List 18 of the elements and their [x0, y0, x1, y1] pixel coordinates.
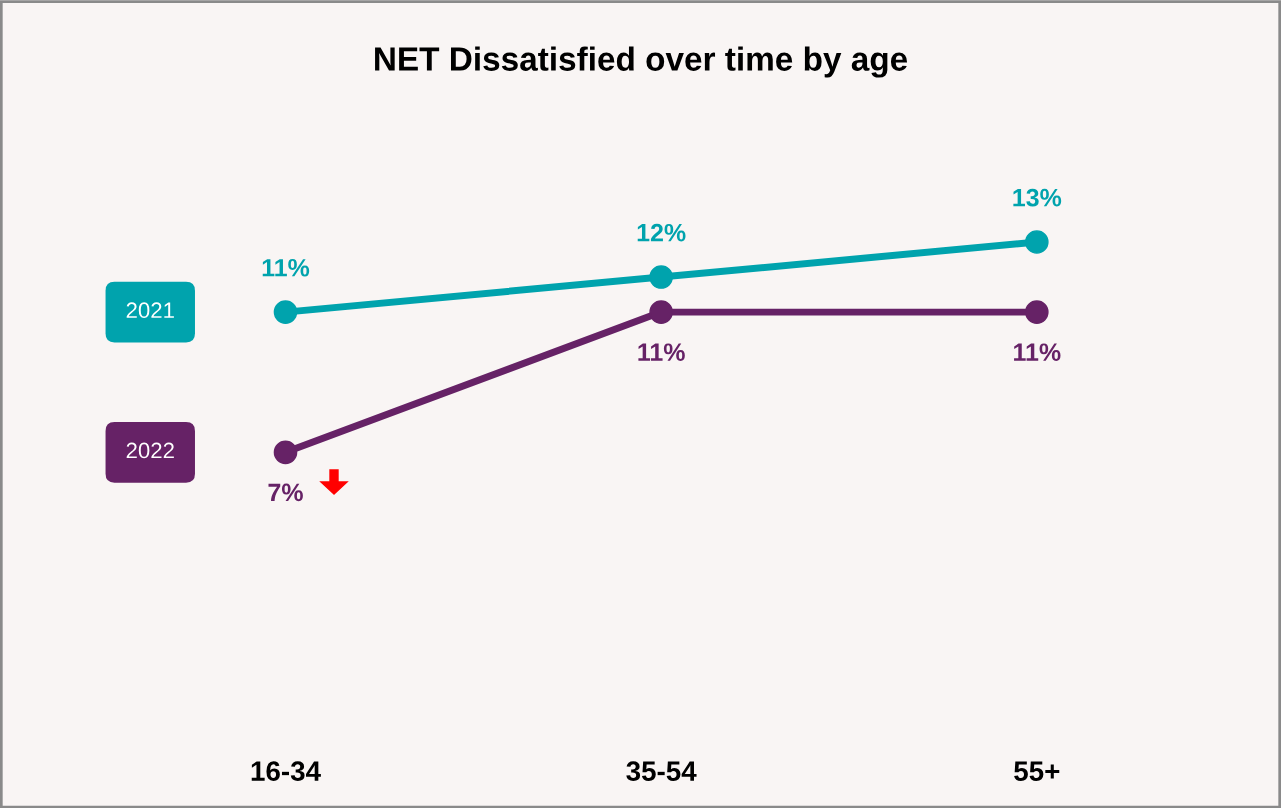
point: [273, 440, 298, 465]
data-label: 11%: [1014, 343, 1061, 361]
text: 2022: [126, 442, 174, 459]
point: [1025, 300, 1049, 324]
text: 2021: [126, 302, 174, 319]
x-tick-label: 55+: [1014, 761, 1060, 781]
data-label: 13%: [1013, 188, 1062, 207]
chart-title: NET Dissatisfied over time by age: [375, 46, 908, 78]
data-label: 11%: [262, 258, 310, 277]
data-label: 12%: [637, 223, 686, 242]
x-tick-label: 16-34: [251, 761, 321, 781]
x-tick-label: 35-54: [626, 761, 697, 781]
point: [649, 265, 673, 289]
point: [273, 300, 298, 324]
data-label: 11%: [638, 343, 685, 361]
point: [649, 300, 673, 324]
point: [1025, 230, 1049, 254]
data-label: 7%: [268, 483, 303, 502]
